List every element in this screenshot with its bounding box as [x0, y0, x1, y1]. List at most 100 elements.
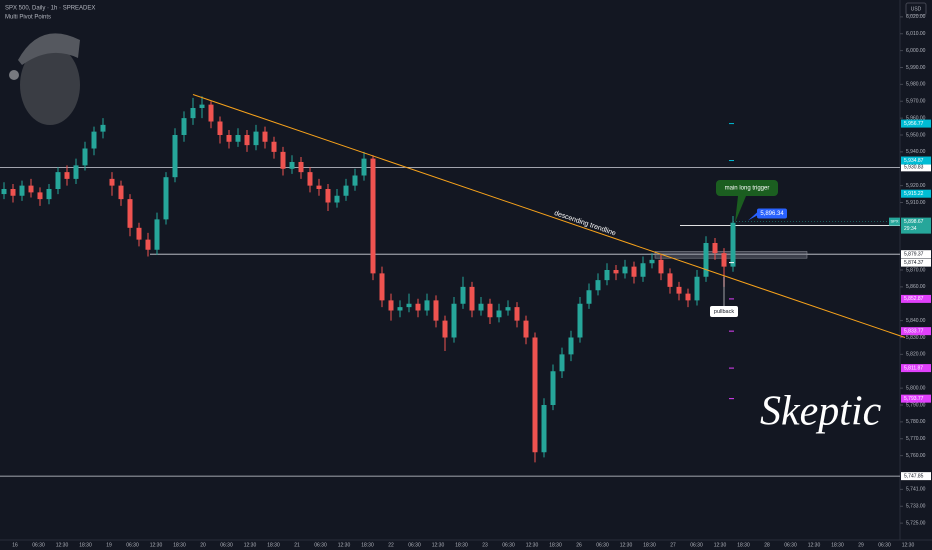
candle-body [280, 151, 286, 169]
candle-body [244, 135, 250, 146]
y-tick-label: 5,870.00 [906, 267, 926, 273]
avatar [9, 33, 80, 125]
candle-body [523, 320, 529, 338]
candle-body [253, 131, 259, 146]
pivot-label: 5,852.87 [904, 296, 924, 302]
level-label: 5,879.37 [904, 252, 924, 258]
candle-body [460, 286, 466, 304]
candle-body [559, 354, 565, 372]
candle-body [163, 177, 169, 220]
x-tick-label: 12:30 [808, 542, 821, 548]
candle-body [667, 273, 673, 287]
pivot-label: 5,811.87 [904, 365, 923, 371]
candle-body [298, 162, 304, 173]
candle-body [343, 185, 349, 196]
candle-body [73, 165, 79, 179]
x-tick-label: 06:30 [784, 542, 797, 548]
x-tick-label: 06:30 [690, 542, 703, 548]
pivot-label-bg [901, 156, 931, 165]
candle-body [505, 307, 511, 311]
candle-body [631, 266, 637, 277]
candle-body [19, 185, 25, 196]
candle-body [154, 219, 160, 250]
y-tick-label: 5,970.00 [906, 99, 926, 105]
candle-body [442, 320, 448, 338]
candle-body [10, 189, 16, 196]
candle-body [181, 118, 187, 135]
candle-body [334, 195, 340, 203]
y-tick-label: 5,860.00 [906, 284, 926, 290]
candle-body [118, 185, 124, 200]
x-tick-label: 28 [764, 542, 770, 548]
candle-body [109, 178, 115, 186]
y-tick-label: 5,800.00 [906, 385, 926, 391]
candle-body [379, 273, 385, 301]
pivot-label: 5,956.77 [904, 121, 924, 127]
y-tick-label: 5,830.00 [906, 335, 926, 341]
candle-body [541, 405, 547, 453]
candle-body [658, 259, 664, 274]
candle-body [307, 172, 313, 186]
trigger-label-bg [757, 208, 787, 219]
candle-body [361, 158, 367, 176]
candle-body [289, 162, 295, 169]
candle-body [730, 222, 736, 267]
candle-body [568, 337, 574, 355]
x-tick-label: 18:30 [643, 542, 656, 548]
pivot-label-bg [901, 294, 931, 303]
level-label-bg [901, 472, 931, 481]
trigger-label: 5,896.34 [760, 211, 784, 217]
y-tick-label: 5,990.00 [906, 65, 926, 71]
candle-body [451, 303, 457, 338]
candle-body [496, 310, 502, 318]
x-tick-label: 06:30 [408, 542, 421, 548]
x-tick-label: 26 [576, 542, 582, 548]
trigger-callout [748, 212, 757, 221]
x-tick-label: 12:30 [902, 542, 915, 548]
candle-body [55, 172, 61, 189]
y-tick-label: 5,733.00 [906, 504, 926, 510]
signature: Skeptic [760, 389, 882, 435]
y-tick-label: 5,780.00 [906, 419, 926, 425]
candle-body [136, 227, 142, 240]
candle-body [271, 141, 277, 152]
currency-box[interactable] [905, 2, 927, 16]
candle-body [721, 253, 727, 267]
candle-body [46, 189, 52, 200]
x-tick-label: 18:30 [173, 542, 186, 548]
x-tick-label: 18:30 [455, 542, 468, 548]
pivot-label: 5,915.22 [904, 191, 924, 197]
symbol: SPX [890, 219, 898, 224]
x-tick-label: 27 [670, 542, 676, 548]
pivot-label-bg [901, 364, 931, 373]
candle-body [595, 280, 601, 291]
currency: USD [911, 6, 922, 12]
candle-body [532, 337, 538, 453]
y-tick-label: 5,950.00 [906, 132, 926, 138]
y-tick-label: 6,010.00 [906, 31, 926, 37]
x-tick-label: 18:30 [79, 542, 92, 548]
indicator-name: Multi Pivot Points [5, 15, 51, 21]
candle-body [208, 104, 214, 122]
candle-body [640, 263, 646, 277]
candle-body [694, 276, 700, 301]
candle-body [586, 290, 592, 304]
candle-body [550, 371, 556, 405]
candle-body [514, 307, 520, 321]
x-tick-label: 23 [482, 542, 488, 548]
candle-body [478, 303, 484, 311]
pullback-label: pullback [714, 309, 734, 315]
x-tick-label: 12:30 [150, 542, 163, 548]
candle-body [172, 135, 178, 178]
x-tick-label: 12:30 [244, 542, 257, 548]
annotation: main long trigger [725, 186, 770, 192]
y-tick-label: 5,840.00 [906, 318, 926, 324]
candle-body [64, 172, 70, 179]
candle-body [622, 266, 628, 274]
y-tick-label: 5,790.00 [906, 402, 926, 408]
candle-body [424, 300, 430, 311]
pivot-label-bg [901, 394, 931, 403]
candle-body [37, 192, 43, 200]
annotation-pointer [735, 196, 746, 223]
